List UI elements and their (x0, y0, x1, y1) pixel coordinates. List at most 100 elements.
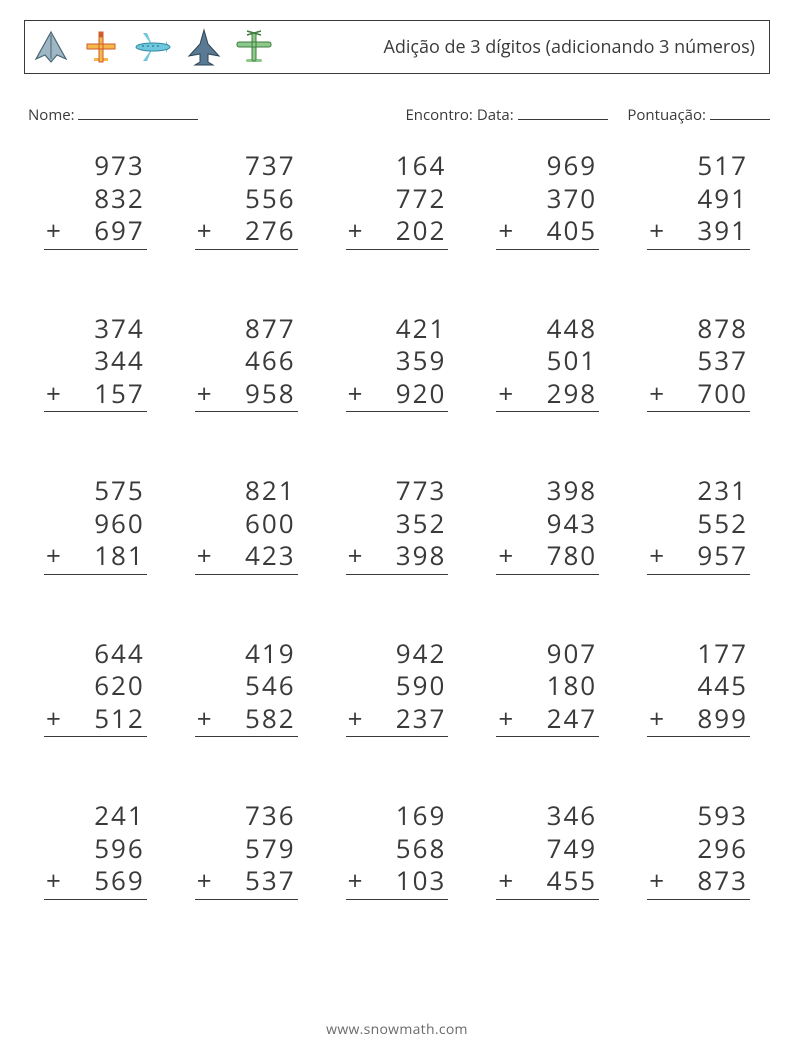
green-plane-icon (235, 29, 273, 65)
addend-1: 177 (697, 637, 750, 670)
addend-1: 421 (396, 312, 449, 345)
addend-1: 773 (396, 474, 449, 507)
addition-problem: 241596+569 (44, 799, 147, 900)
addend-2: 579 (245, 832, 298, 865)
addend-3: 405 (547, 214, 600, 247)
operator: + (195, 702, 212, 735)
addend-3: 202 (396, 214, 449, 247)
addend-3: 103 (396, 864, 449, 897)
addition-problem: 164772+202 (346, 149, 449, 250)
operator: + (496, 864, 513, 897)
addend-2: 491 (697, 182, 750, 215)
addition-problem: 942590+237 (346, 637, 449, 738)
addition-problem: 737556 +276 (195, 149, 298, 250)
addend-2: 445 (697, 669, 750, 702)
addition-problem: 231552+957 (647, 474, 750, 575)
addend-1: 737 (245, 149, 298, 182)
addend-1: 593 (697, 799, 750, 832)
operator: + (195, 864, 212, 897)
addition-problem: 593296+873 (647, 799, 750, 900)
footer-url: www.snowmath.com (0, 1020, 794, 1039)
addend-3: 537 (245, 864, 298, 897)
operator: + (346, 214, 363, 247)
addition-problem: 448501 +298 (496, 312, 599, 413)
addend-1: 973 (94, 149, 147, 182)
addend-3: 247 (547, 702, 600, 735)
meta-row: Nome: Encontro: Data: Pontuação: (24, 104, 770, 125)
addend-1: 346 (547, 799, 600, 832)
addend-2: 832 (94, 182, 147, 215)
addend-3: 276 (245, 214, 298, 247)
addend-2: 596 (94, 832, 147, 865)
addend-2: 352 (396, 507, 449, 540)
addend-3: 398 (396, 539, 449, 572)
operator: + (496, 377, 513, 410)
addend-2: 556 (245, 182, 298, 215)
operator: + (496, 214, 513, 247)
addend-1: 164 (396, 149, 449, 182)
name-label: Nome: (28, 105, 75, 125)
addend-3: 780 (547, 539, 600, 572)
addend-3: 298 (547, 377, 600, 410)
operator: + (647, 539, 664, 572)
addition-problem: 973832+697 (44, 149, 147, 250)
addend-3: 512 (94, 702, 147, 735)
operator: + (647, 377, 664, 410)
addend-2: 943 (547, 507, 600, 540)
operator: + (346, 377, 363, 410)
addend-2: 466 (245, 344, 298, 377)
addend-2: 960 (94, 507, 147, 540)
addend-1: 448 (547, 312, 600, 345)
operator: + (195, 214, 212, 247)
addition-problem: 877466+958 (195, 312, 298, 413)
operator: + (195, 377, 212, 410)
addend-3: 957 (697, 539, 750, 572)
addition-problem: 169568+103 (346, 799, 449, 900)
operator: + (44, 214, 61, 247)
addend-3: 157 (94, 377, 147, 410)
date-field-line (518, 104, 608, 120)
date-label-encontro: Encontro: (405, 105, 472, 125)
problems-grid: 973832+697737556+276164772+202969370+405… (24, 149, 770, 900)
header-icons (33, 28, 273, 66)
addition-problem: 346749+455 (496, 799, 599, 900)
operator: + (346, 539, 363, 572)
addition-problem: 773352 +398 (346, 474, 449, 575)
addition-problem: 644620 +512 (44, 637, 147, 738)
addend-1: 969 (547, 149, 600, 182)
jetliner-icon (133, 31, 173, 63)
addend-2: 620 (94, 669, 147, 702)
operator: + (496, 702, 513, 735)
addend-1: 878 (697, 312, 750, 345)
addend-2: 501 (547, 344, 600, 377)
addition-problem: 517491+391 (647, 149, 750, 250)
addend-1: 644 (94, 637, 147, 670)
addition-problem: 575960+181 (44, 474, 147, 575)
addition-problem: 177445 +899 (647, 637, 750, 738)
addition-problem: 907180+247 (496, 637, 599, 738)
addend-3: 582 (245, 702, 298, 735)
addend-1: 241 (94, 799, 147, 832)
addition-problem: 419546+582 (195, 637, 298, 738)
addend-3: 873 (697, 864, 750, 897)
addend-2: 552 (697, 507, 750, 540)
date-label-data: Data: (477, 105, 514, 125)
operator: + (44, 702, 61, 735)
operator: + (647, 864, 664, 897)
addend-1: 419 (245, 637, 298, 670)
addition-problem: 736579 +537 (195, 799, 298, 900)
addend-3: 899 (697, 702, 750, 735)
addend-2: 568 (396, 832, 449, 865)
addend-1: 398 (547, 474, 600, 507)
addend-3: 958 (245, 377, 298, 410)
addition-problem: 969370+405 (496, 149, 599, 250)
addend-1: 575 (94, 474, 147, 507)
fighter-jet-icon (187, 28, 221, 66)
addend-1: 736 (245, 799, 298, 832)
addend-2: 180 (547, 669, 600, 702)
addend-1: 821 (245, 474, 298, 507)
operator: + (195, 539, 212, 572)
score-field-line (710, 104, 770, 120)
addend-3: 391 (697, 214, 750, 247)
operator: + (647, 702, 664, 735)
